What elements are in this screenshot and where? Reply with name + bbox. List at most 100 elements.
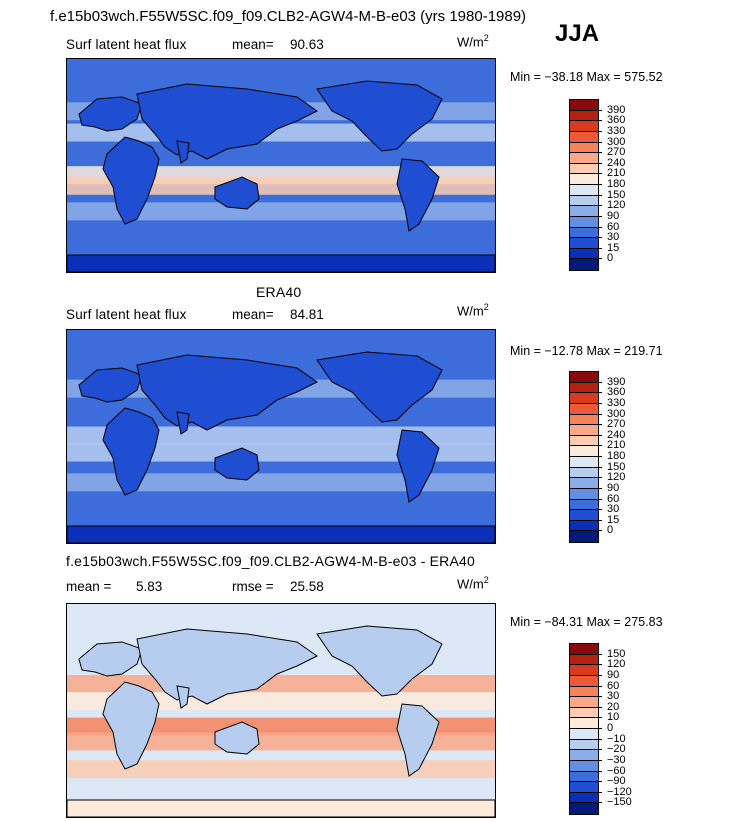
colorbar-tick-mark — [597, 728, 602, 729]
colorbar-tick-mark — [597, 530, 602, 532]
continent-outline — [214, 721, 260, 755]
colorbar-tick-label: 180 — [607, 450, 626, 462]
colorbar-tick-mark — [597, 685, 602, 687]
colorbar-cell — [570, 499, 598, 511]
panel-heading: ERA40 — [256, 284, 302, 300]
field-band — [67, 473, 495, 492]
colorbar-tick-mark — [597, 759, 602, 761]
colorbar-tick-mark — [597, 402, 602, 404]
continent-outline — [67, 799, 495, 817]
colorbar-tick-label: 120 — [607, 199, 626, 212]
colorbar-cell — [570, 142, 598, 154]
colorbar-cell — [570, 110, 598, 122]
colorbar-cell — [570, 478, 598, 489]
colorbar-tick-mark — [597, 802, 602, 804]
colorbar-tick-mark — [597, 509, 602, 511]
colorbar-cell — [570, 782, 598, 793]
colorbar-tick-label: −10 — [607, 732, 626, 745]
continent-outline — [396, 429, 440, 503]
colorbar-tick-label: 60 — [607, 220, 620, 233]
colorbar-tick-mark — [597, 466, 602, 468]
colorbar-tick-label: 180 — [607, 178, 626, 190]
min-max-label: Min = −38.18 Max = 575.52 — [510, 70, 663, 84]
colorbar-tick-mark — [597, 477, 602, 479]
colorbar-cell — [570, 153, 598, 164]
mean-value: 90.63 — [290, 37, 324, 52]
colorbar-tick-label: −120 — [607, 785, 632, 798]
mean-value: 84.81 — [290, 307, 324, 322]
colorbar-tick-label: 15 — [607, 241, 620, 254]
continent-outline — [78, 641, 143, 677]
season-label: JJA — [555, 20, 600, 47]
colorbar-tick-mark — [597, 152, 602, 154]
units-label: W/m2 — [457, 575, 489, 592]
colorbar-tick-mark — [597, 205, 602, 207]
colorbar-cell — [570, 718, 598, 729]
figure-title: f.e15b03wch.F55W5SC.f09_f09.CLB2-AGW4-M-… — [50, 8, 527, 25]
colorbar-tick-label: −60 — [607, 764, 626, 777]
colorbar-cell — [570, 227, 598, 239]
colorbar-tick-mark — [597, 120, 602, 122]
continent-outline — [176, 140, 190, 164]
colorbar-tick-label: 0 — [607, 252, 614, 265]
colorbar-tick-label: 270 — [607, 418, 626, 431]
mean-value: 5.83 — [136, 579, 163, 594]
map-svg — [67, 330, 495, 543]
colorbar-tick-label: 300 — [607, 407, 626, 420]
colorbar-tick-mark — [597, 456, 602, 457]
colorbar-tick-mark — [597, 674, 602, 676]
field-band — [67, 426, 495, 445]
colorbar-cell — [570, 372, 598, 383]
colorbar-cell — [570, 195, 598, 207]
colorbar-cell — [570, 206, 598, 217]
colorbar-cell — [570, 803, 598, 814]
colorbar-cell — [570, 654, 598, 666]
colorbar-tick-label: 360 — [607, 114, 626, 127]
colorbar-cell — [570, 457, 598, 468]
colorbar-tick-mark — [597, 445, 602, 447]
panel-variable-label: Surf latent heat flux — [66, 37, 187, 52]
colorbar-tick-mark — [597, 392, 602, 394]
field-band — [67, 760, 495, 779]
units-label: W/m2 — [457, 302, 489, 319]
colorbar-cells — [569, 371, 599, 543]
colorbar-tick-label: −150 — [607, 796, 632, 809]
map-svg — [67, 59, 495, 272]
colorbar-tick-label: 210 — [607, 167, 626, 180]
colorbar-tick-mark — [597, 109, 602, 111]
colorbar-cell — [570, 121, 598, 132]
continent-outline — [214, 176, 260, 210]
colorbar-tick-mark — [597, 141, 602, 143]
colorbar-model: 390 360 330 300 270 240 210 180 150 120 90 60 30 15 0 — [569, 99, 649, 271]
colorbar-tick-mark — [597, 696, 602, 698]
colorbar-tick-mark — [597, 706, 602, 708]
colorbar-tick-label: 270 — [607, 146, 626, 159]
colorbar-cell — [570, 675, 598, 687]
rmse-label: rmse = — [232, 579, 274, 594]
colorbar-cell — [570, 403, 598, 415]
colorbar-tick-label: 390 — [607, 103, 626, 116]
colorbar-tick-mark — [597, 130, 602, 132]
colorbar-tick-mark — [597, 162, 602, 164]
colorbar-cell — [570, 792, 598, 804]
colorbar-tick-label: 210 — [607, 439, 626, 452]
colorbar-tick-mark — [597, 226, 602, 228]
colorbar-tick-label: 360 — [607, 386, 626, 399]
colorbar-cells — [569, 99, 599, 271]
colorbar-tick-mark — [597, 749, 602, 751]
colorbar-tick-mark — [597, 381, 602, 383]
colorbar-cell — [570, 216, 598, 228]
field-band — [67, 443, 495, 462]
colorbar-cell — [570, 248, 598, 260]
colorbar-tick-mark — [597, 770, 602, 772]
colorbar-cell — [570, 446, 598, 457]
panel-variable-label: Surf latent heat flux — [66, 307, 187, 322]
min-max-label: Min = −12.78 Max = 219.71 — [510, 344, 663, 358]
colorbar-cell — [570, 488, 598, 500]
continent-outline — [316, 625, 443, 697]
colorbar-tick-label: 150 — [607, 188, 626, 201]
continent-outline — [136, 83, 318, 160]
colorbar-tick-mark — [597, 173, 602, 175]
colorbar-tick-label: 0 — [607, 722, 614, 734]
colorbar-tick-label: 330 — [607, 124, 626, 137]
